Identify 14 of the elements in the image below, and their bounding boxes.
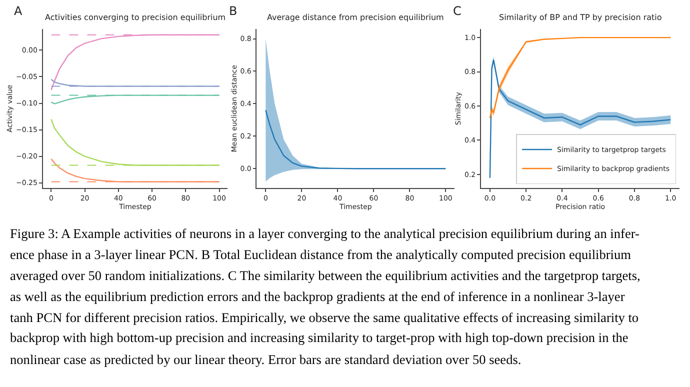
text: ence phase in a 3-layer linear PCN. B Total Euclidean distance from the analytically computed precision equilibrium	[10, 247, 632, 262]
line-series	[265, 110, 446, 170]
text: backprop with high bottom-up precision and increasing similarity to target-prop with high top-down precision in the	[10, 330, 628, 345]
text: averaged over 50 random initializations. C The similarity between the equilibrium activities and the targetprop targets,	[10, 268, 640, 283]
caption: Figure 3: A Example activities of neurons in a layer converging to the analytical precision equilibrium during an infer-	[10, 226, 640, 241]
text: nonlinear case as predicted by our linear theory. Error bars are standard deviation over 50 seeds.	[10, 352, 522, 367]
text: as well as the equilibrium prediction errors and the backprop gradients at the end of inference in a nonlinear 3-layer	[10, 289, 626, 304]
text: C	[453, 4, 462, 18]
chart-title: Average distance from precision equilibrium	[267, 13, 444, 22]
chart-title: Activities converging to precision equilibrium	[45, 13, 226, 22]
text: tanh PCN for different precision ratios. Empirically, we observe the same qualitative effects of increasing similarity to	[10, 310, 639, 325]
text: A	[14, 4, 23, 18]
chart-title: Similarity of BP and TP by precision ratio	[499, 13, 662, 22]
text: B	[229, 4, 238, 18]
